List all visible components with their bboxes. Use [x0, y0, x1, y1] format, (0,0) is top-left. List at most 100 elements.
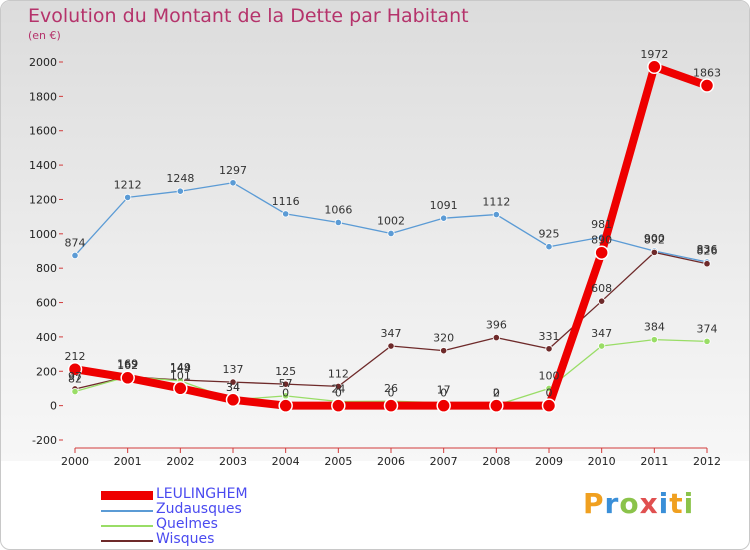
data-point-zudausques — [334, 218, 342, 227]
data-label-leulinghem: 890 — [591, 234, 612, 247]
data-point-leulinghem — [489, 398, 504, 413]
data-label-wisques: 826 — [697, 245, 718, 258]
data-label-leulinghem: 101 — [170, 369, 191, 382]
y-tick-label: 1400 — [29, 159, 57, 172]
data-point-leulinghem — [594, 245, 609, 260]
y-tick-label: 1600 — [29, 125, 57, 138]
data-point-quelmes — [703, 337, 711, 345]
legend-label: Quelmes — [156, 516, 218, 532]
chart-title: Evolution du Montant de la Dette par Hab… — [28, 5, 469, 27]
brand-logo: Proxiti — [583, 487, 694, 520]
data-point-wisques — [334, 382, 342, 390]
data-point-leulinghem — [541, 398, 557, 413]
data-label-quelmes: 144 — [170, 362, 191, 375]
data-label-zudausques: 1116 — [272, 195, 300, 208]
data-point-leulinghem — [225, 392, 241, 408]
data-point-leulinghem — [647, 59, 662, 75]
data-label-zudausques: 1091 — [430, 199, 458, 212]
data-point-quelmes — [598, 342, 606, 350]
data-label-zudausques: 1212 — [114, 178, 142, 191]
brand-letter: i — [683, 487, 695, 520]
data-point-wisques — [282, 380, 290, 388]
data-label-zudausques: 1002 — [377, 214, 405, 227]
data-point-leulinghem — [699, 78, 715, 93]
legend-swatch-wisques — [101, 540, 153, 542]
data-label-quelmes: 100 — [539, 369, 560, 382]
data-label-quelmes: 384 — [644, 321, 665, 334]
data-point-zudausques — [545, 243, 553, 251]
x-tick-label: 2004 — [272, 455, 300, 468]
data-label-zudausques: 874 — [65, 236, 86, 249]
data-point-wisques — [440, 347, 448, 355]
chart-unit: (en €) — [28, 29, 61, 42]
brand-letter: o — [619, 487, 640, 520]
brand-letter: t — [669, 487, 684, 520]
x-tick-label: 2011 — [640, 455, 668, 468]
x-tick-label: 2008 — [482, 455, 510, 468]
data-point-leulinghem — [67, 361, 83, 377]
data-label-leulinghem: 1863 — [693, 67, 721, 80]
data-label-zudausques: 1112 — [482, 196, 510, 209]
x-tick-label: 2002 — [166, 455, 194, 468]
data-label-leulinghem: 212 — [65, 350, 86, 363]
data-label-wisques: 608 — [591, 282, 612, 295]
data-label-leulinghem: 0 — [335, 387, 342, 400]
data-label-wisques: 125 — [275, 365, 296, 378]
data-point-zudausques — [282, 210, 290, 218]
data-label-wisques: 112 — [328, 367, 349, 380]
data-point-wisques — [650, 248, 658, 256]
data-label-zudausques: 925 — [539, 228, 560, 241]
data-label-wisques: 331 — [539, 330, 560, 343]
data-point-zudausques — [492, 210, 500, 219]
y-tick-label: 1000 — [29, 228, 57, 241]
data-label-zudausques: 836 — [697, 243, 718, 256]
x-tick-label: 2009 — [535, 455, 563, 468]
y-tick-label: 1200 — [29, 193, 57, 206]
brand-letter: r — [604, 487, 620, 520]
y-tick-label: 2000 — [29, 56, 57, 69]
brand-letter: x — [639, 487, 659, 520]
x-tick-label: 2005 — [324, 455, 352, 468]
brand-letter: P — [583, 487, 605, 520]
data-point-wisques — [229, 378, 237, 386]
data-label-quelmes: 82 — [68, 373, 82, 386]
x-tick-label: 2006 — [377, 455, 405, 468]
data-point-quelmes — [650, 336, 658, 344]
data-label-quelmes: 26 — [384, 382, 398, 395]
data-label-quelmes: 17 — [437, 384, 451, 397]
data-point-leulinghem — [120, 370, 135, 386]
data-label-wisques: 169 — [117, 358, 138, 371]
data-label-leulinghem: 1972 — [640, 48, 668, 61]
x-tick-label: 2010 — [588, 455, 616, 468]
x-tick-label: 2000 — [61, 455, 89, 468]
data-point-wisques — [598, 297, 606, 305]
data-label-quelmes: 347 — [591, 327, 612, 340]
data-label-quelmes: 2 — [493, 386, 500, 399]
data-label-leulinghem: 34 — [226, 381, 240, 394]
data-label-wisques: 149 — [170, 361, 191, 374]
x-tick-label: 2001 — [114, 455, 142, 468]
data-point-zudausques — [176, 187, 184, 195]
y-tick-label: 800 — [36, 262, 57, 275]
data-label-quelmes: 374 — [697, 322, 718, 335]
data-label-wisques: 137 — [223, 363, 244, 376]
data-label-zudausques: 1297 — [219, 164, 247, 177]
x-tick-label: 2012 — [693, 455, 721, 468]
x-tick-label: 2007 — [430, 455, 458, 468]
legend-label: LEULINGHEM — [156, 486, 248, 502]
data-label-zudausques: 900 — [644, 232, 665, 245]
data-label-leulinghem: 0 — [282, 387, 289, 400]
legend-swatch-zudausques — [101, 510, 153, 512]
data-point-wisques — [387, 342, 395, 350]
data-label-quelmes: 34 — [226, 381, 240, 394]
data-label-wisques: 347 — [381, 327, 402, 340]
y-tick-label: 400 — [36, 331, 57, 344]
data-point-quelmes — [71, 387, 79, 396]
data-point-wisques — [545, 345, 553, 353]
data-label-leulinghem: 0 — [546, 387, 553, 400]
legend-swatch-quelmes — [101, 525, 153, 527]
brand-letter: i — [658, 487, 670, 520]
data-point-zudausques — [71, 251, 79, 260]
